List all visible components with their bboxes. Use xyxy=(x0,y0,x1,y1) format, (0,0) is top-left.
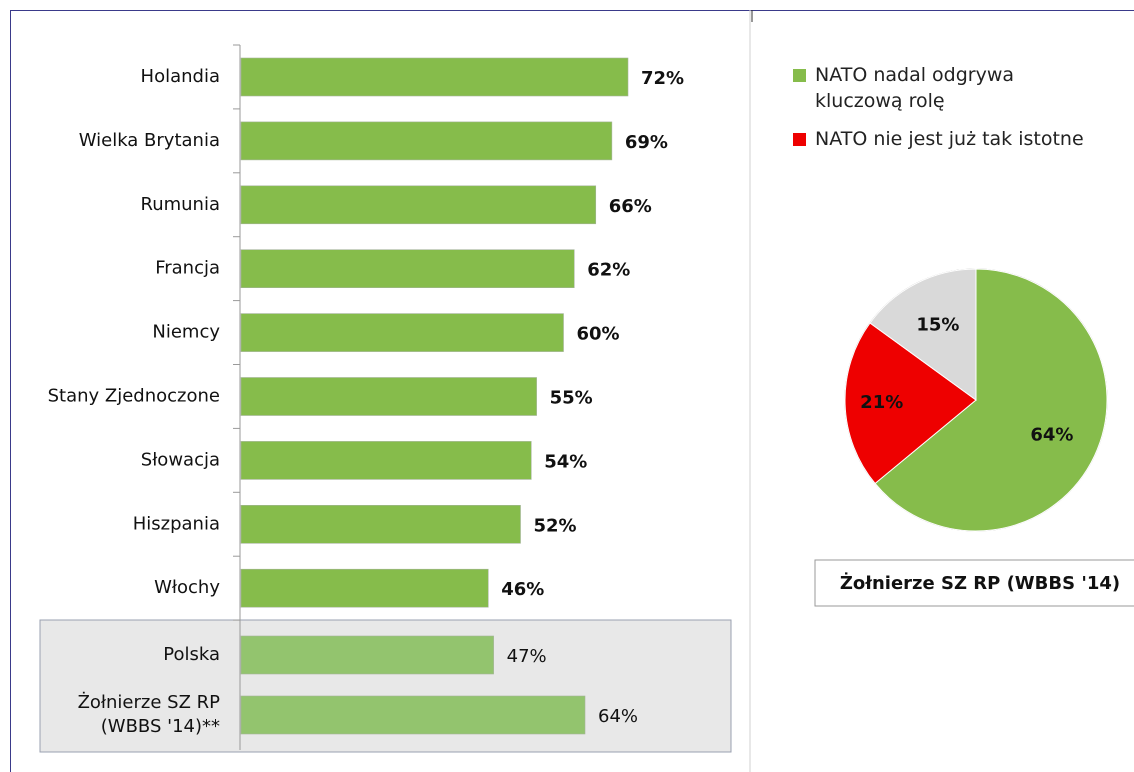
value-label: 52% xyxy=(534,515,577,536)
category-label: Włochy xyxy=(154,577,220,598)
legend-swatch xyxy=(793,69,806,82)
value-label: 66% xyxy=(609,196,652,217)
bar xyxy=(240,313,564,352)
legend: NATO nadal odgrywa kluczową rolę NATO nie… xyxy=(793,62,1123,164)
bar xyxy=(240,695,586,735)
bar xyxy=(240,568,489,608)
category-label: Niemcy xyxy=(152,322,220,343)
bar xyxy=(240,121,613,161)
value-label: 47% xyxy=(507,646,547,667)
value-label: 46% xyxy=(501,579,544,600)
pie-slice xyxy=(874,268,1108,532)
bar xyxy=(240,57,629,97)
legend-item: NATO nadal odgrywa kluczową rolę xyxy=(793,62,1105,114)
bar xyxy=(240,185,597,225)
legend-item: NATO nie jest już tak istotne xyxy=(793,126,1105,152)
pie-slice xyxy=(869,268,977,401)
value-label: 64% xyxy=(598,706,638,727)
bar xyxy=(240,635,494,675)
category-label: Rumunia xyxy=(141,194,221,215)
bar xyxy=(240,441,532,480)
frame xyxy=(10,10,1134,772)
pie-title: Żołnierze SZ RP (WBBS '14) xyxy=(840,572,1120,594)
slice-label: 21% xyxy=(860,392,903,413)
category-label: Francja xyxy=(155,258,220,279)
slice-label: 64% xyxy=(1030,425,1073,446)
pie-caption-box xyxy=(814,559,1134,607)
legend-label: NATO nadal odgrywa kluczową rolę xyxy=(815,64,1015,112)
bar xyxy=(240,377,537,416)
category-label: Hiszpania xyxy=(133,513,220,534)
value-label: 60% xyxy=(577,324,620,345)
value-label: 72% xyxy=(641,68,684,89)
value-label: 55% xyxy=(550,388,593,409)
category-label: Polska xyxy=(163,644,220,665)
category-label: Słowacja xyxy=(141,449,220,470)
pie-slice xyxy=(844,322,977,485)
category-label: Stany Zjednoczone xyxy=(48,386,220,407)
value-label: 69% xyxy=(625,132,668,153)
legend-label: NATO nie jest już tak istotne xyxy=(815,128,1084,150)
value-label: 54% xyxy=(544,451,587,472)
value-label: 62% xyxy=(587,260,630,281)
bar xyxy=(240,249,575,288)
category-label: Żołnierze SZ RP (WBBS '14)** xyxy=(78,692,221,737)
slice-label: 15% xyxy=(916,314,959,335)
bar xyxy=(240,504,521,544)
category-label: Holandia xyxy=(141,66,220,87)
legend-swatch xyxy=(793,133,806,146)
category-label: Wielka Brytania xyxy=(79,130,220,151)
